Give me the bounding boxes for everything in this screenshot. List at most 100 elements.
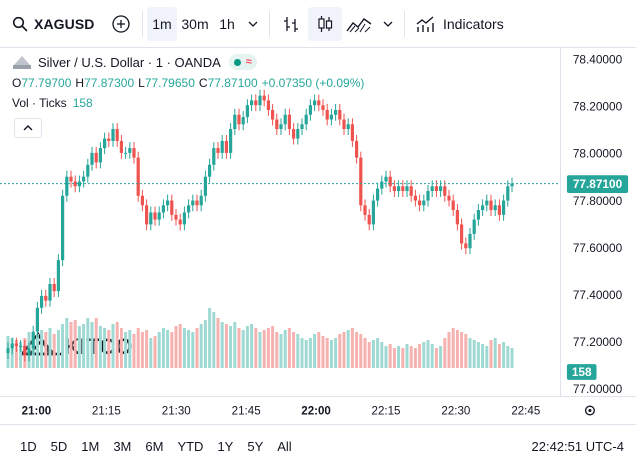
indicators-icon xyxy=(416,15,434,32)
volume-bar xyxy=(14,340,18,368)
volume-bar xyxy=(56,330,60,368)
time-tick-label: 22:45 xyxy=(511,405,540,417)
volume-bar xyxy=(140,332,144,368)
compare-symbol-button[interactable] xyxy=(104,7,138,41)
volume-bar xyxy=(44,332,48,368)
range-ytd[interactable]: YTD xyxy=(177,439,204,454)
volume-bar xyxy=(145,330,149,368)
candle xyxy=(493,199,497,217)
range-1d[interactable]: 1D xyxy=(20,439,37,454)
clock: 22:42:51 UTC-4 xyxy=(531,439,625,454)
market-status-dot xyxy=(233,58,241,66)
volume-bar xyxy=(464,334,468,368)
candle xyxy=(140,189,144,212)
range-1y[interactable]: 1Y xyxy=(217,439,234,454)
indicators-label: Indicators xyxy=(443,15,504,32)
market-open-badge[interactable]: ≈ xyxy=(228,54,257,70)
volume-bar xyxy=(439,346,443,368)
candle xyxy=(233,108,237,135)
price-chart[interactable]: KITCO xyxy=(0,48,560,396)
volume-bar xyxy=(48,328,52,368)
candle xyxy=(266,94,270,116)
volume-bar xyxy=(460,332,464,368)
price-axis[interactable]: 78.40000 78.20000 78.00000 77.80000 77.60000… xyxy=(560,48,636,396)
collapse-legend-button[interactable] xyxy=(14,118,42,138)
indicators-button[interactable]: Indicators xyxy=(409,7,510,41)
volume-bar xyxy=(124,332,128,368)
symbol-search[interactable]: XAGUSD xyxy=(0,0,104,48)
time-tick-label: 21:15 xyxy=(92,405,121,417)
volume-bar xyxy=(245,326,249,368)
open-label: O xyxy=(12,76,22,90)
candle xyxy=(317,94,321,112)
candle xyxy=(359,151,363,212)
range-5y[interactable]: 5Y xyxy=(247,439,264,454)
silver-symbol-icon xyxy=(13,56,31,69)
settings-icon[interactable] xyxy=(584,405,595,416)
interval-1h[interactable]: 1h xyxy=(219,15,235,32)
volume-value: 158 xyxy=(72,96,93,110)
volume-label: Vol · Ticks xyxy=(12,96,67,110)
candles-style-button[interactable] xyxy=(308,6,342,41)
time-tick-label: 21:45 xyxy=(232,405,261,417)
volume-bar xyxy=(90,322,94,368)
volume-bar xyxy=(451,328,455,368)
interval-1m[interactable]: 1m xyxy=(147,6,177,41)
volume-bar xyxy=(502,342,506,368)
candle xyxy=(384,170,388,188)
plus-circle-icon xyxy=(112,14,130,33)
interval-dropdown[interactable] xyxy=(241,7,265,41)
candle xyxy=(405,180,409,197)
candle xyxy=(245,99,249,124)
volume-bar xyxy=(300,338,304,368)
range-5d[interactable]: 5D xyxy=(50,439,68,454)
candle xyxy=(52,278,56,298)
candle xyxy=(119,135,123,159)
ohlc-row: O 77.79700 H 77.87300 L 77.79650 C 77.87100 … xyxy=(12,74,364,92)
volume-bar xyxy=(355,332,359,368)
volume-bar xyxy=(401,348,405,368)
volume-bar xyxy=(380,342,384,368)
candle xyxy=(258,89,262,112)
candle xyxy=(229,123,233,159)
time-tick-label: 22:30 xyxy=(441,405,470,417)
time-axis[interactable]: 21:00 21:15 21:30 21:45 22:00 22:15 22:30 22:45 xyxy=(0,396,636,424)
candle xyxy=(313,94,317,112)
range-all[interactable]: All xyxy=(277,439,292,454)
volume-bar xyxy=(178,324,182,368)
candle xyxy=(48,278,52,307)
volume-bar xyxy=(292,332,296,368)
range-3m[interactable]: 3M xyxy=(113,439,132,454)
chart-style-dropdown[interactable] xyxy=(376,7,400,41)
candle xyxy=(283,108,287,131)
candle xyxy=(174,208,178,226)
volume-bar xyxy=(174,326,178,368)
volume-bar xyxy=(199,324,203,368)
volume-bar xyxy=(313,334,317,368)
candle xyxy=(90,146,94,171)
candle xyxy=(422,194,426,212)
volume-bar xyxy=(271,326,275,368)
interval-30m[interactable]: 30m xyxy=(181,15,209,32)
volume-bar xyxy=(279,334,283,368)
candle xyxy=(182,206,186,231)
candle xyxy=(439,180,443,197)
area-chart-icon xyxy=(346,17,372,32)
volume-bar xyxy=(86,318,90,368)
candle xyxy=(325,104,329,126)
range-6m[interactable]: 6M xyxy=(145,439,164,454)
area-style-button[interactable] xyxy=(342,7,376,41)
volume-bar xyxy=(149,338,153,368)
bar-style-button[interactable] xyxy=(274,7,308,41)
volume-bar xyxy=(111,324,115,368)
candle xyxy=(77,175,81,193)
candle xyxy=(44,289,48,307)
candle xyxy=(237,108,241,131)
low-label: L xyxy=(138,76,145,90)
volume-bar xyxy=(250,324,254,368)
volume-bar xyxy=(224,324,228,368)
range-1m[interactable]: 1M xyxy=(81,439,100,454)
low-value: 77.79650 xyxy=(144,76,195,90)
candle xyxy=(355,135,359,164)
candle xyxy=(145,199,149,231)
